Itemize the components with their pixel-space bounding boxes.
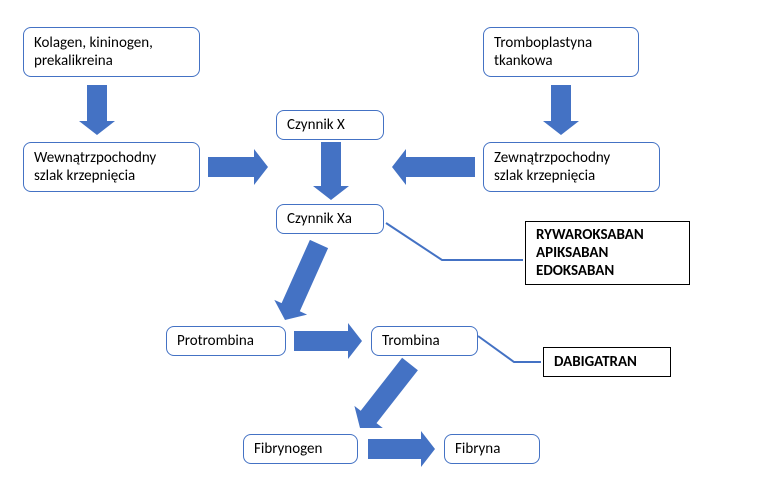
- arrow-wewn-to-czynnikx: [208, 149, 268, 185]
- arrow-kolagen-to-wewn: [79, 85, 115, 135]
- node-drugs_xa: RYWAROKSABAN APIKSABAN EDOKSABAN: [525, 221, 690, 285]
- arrow-czynnikxa-to-protromb: [274, 240, 328, 320]
- node-protrombina: Protrombina: [166, 326, 286, 356]
- diagram-stage: Kolagen, kininogen, prekalikreina Trombop…: [0, 0, 770, 500]
- arrow-trombina-to-fibrynogen: [354, 358, 418, 428]
- arrow-tromboplast-to-zewn: [543, 85, 579, 135]
- node-wewn: Wewnątrzpochodny szlak krzepnięcia: [23, 142, 200, 192]
- node-kolagen: Kolagen, kininogen, prekalikreina: [23, 27, 200, 77]
- node-czynnikx: Czynnik X: [276, 110, 384, 140]
- node-czynnikxa: Czynnik Xa: [276, 204, 384, 234]
- node-drugs_throm: DABIGATRAN: [543, 347, 671, 377]
- node-fibrynogen: Fibrynogen: [243, 434, 358, 464]
- arrow-czynnikx-to-czynnikxa: [313, 142, 349, 200]
- arrow-fibrynogen-to-fibryna: [368, 431, 435, 467]
- connector-tromb-drugs-link: [478, 336, 541, 362]
- node-trombina: Trombina: [371, 326, 478, 356]
- arrow-zewn-to-czynnikx: [392, 149, 475, 185]
- node-fibryna: Fibryna: [444, 434, 540, 464]
- node-zewn: Zewnątrzpochodny szlak krzepnięcia: [483, 142, 660, 192]
- arrow-protrombina-to-tromb: [294, 323, 362, 359]
- node-tromboplast: Tromboplastyna tkankowa: [483, 27, 639, 77]
- connector-xa-drugs-link: [386, 223, 523, 260]
